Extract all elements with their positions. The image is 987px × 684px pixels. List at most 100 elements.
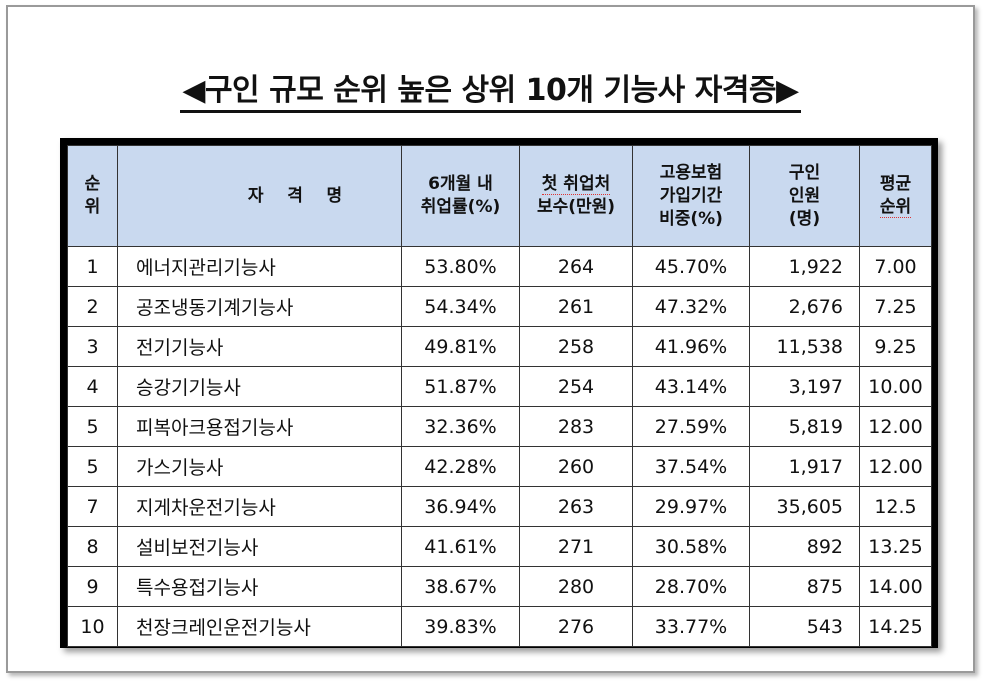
cell-employment: 42.28% xyxy=(401,446,520,487)
cell-rank: 4 xyxy=(67,366,118,407)
cell-name: 가스기능사 xyxy=(117,446,402,487)
header-insurance: 고용보험 가입기간 비중(%) xyxy=(632,145,750,247)
cell-openings: 543 xyxy=(749,606,860,647)
table-body: 1 에너지관리기능사 53.80% 264 45.70% 1,922 7.00 … xyxy=(67,246,932,647)
header-insurance-line: 고용보험 xyxy=(659,162,723,183)
cell-insurance: 29.97% xyxy=(632,486,750,527)
header-avg-rank-line: 평균 xyxy=(879,174,912,194)
cell-insurance: 47.32% xyxy=(632,286,750,327)
cell-openings: 892 xyxy=(749,526,860,567)
cell-employment: 36.94% xyxy=(401,486,520,527)
cell-openings: 2,676 xyxy=(749,286,860,327)
cell-insurance: 37.54% xyxy=(632,446,750,487)
table-row: 5 가스기능사 42.28% 260 37.54% 1,917 12.00 xyxy=(67,446,932,487)
cell-avg-rank: 7.00 xyxy=(859,246,932,287)
header-avg-rank-line: 순위 xyxy=(860,196,931,219)
cell-salary: 264 xyxy=(519,246,633,287)
table-row: 8 설비보전기능사 41.61% 271 30.58% 892 13.25 xyxy=(67,526,932,567)
cell-insurance: 43.14% xyxy=(632,366,750,407)
cell-rank: 1 xyxy=(67,246,118,287)
cell-salary: 261 xyxy=(519,286,633,327)
cell-openings: 875 xyxy=(749,566,860,607)
cell-name: 승강기기능사 xyxy=(117,366,402,407)
cell-rank: 7 xyxy=(67,486,118,527)
header-salary-text: 첫 취업처 xyxy=(541,174,611,195)
cell-insurance: 33.77% xyxy=(632,606,750,647)
cell-name: 설비보전기능사 xyxy=(117,526,402,567)
cell-salary: 271 xyxy=(519,526,633,567)
cell-salary: 276 xyxy=(519,606,633,647)
slide-frame: ◀구인 규모 순위 높은 상위 10개 기능사 자격증▶ 순 위 xyxy=(6,5,975,673)
cell-salary: 260 xyxy=(519,446,633,487)
cell-avg-rank: 12.00 xyxy=(859,446,932,487)
cell-employment: 49.81% xyxy=(401,326,520,367)
header-row: 순 위 자 격 명 6개월 내 취업률(%) 첫 취업처 보수(만원) xyxy=(67,145,932,247)
cell-rank: 5 xyxy=(67,446,118,487)
cell-salary: 258 xyxy=(519,326,633,367)
cell-avg-rank: 7.25 xyxy=(859,286,932,327)
cell-rank: 9 xyxy=(67,566,118,607)
cell-avg-rank: 13.25 xyxy=(859,526,932,567)
header-name: 자 격 명 xyxy=(117,145,402,247)
cell-avg-rank: 10.00 xyxy=(859,366,932,407)
cell-salary: 280 xyxy=(519,566,633,607)
table-row: 9 특수용접기능사 38.67% 280 28.70% 875 14.00 xyxy=(67,566,932,607)
cell-salary: 283 xyxy=(519,406,633,447)
cell-openings: 35,605 xyxy=(749,486,860,527)
cell-insurance: 30.58% xyxy=(632,526,750,567)
cell-employment: 38.67% xyxy=(401,566,520,607)
table-row: 7 지게차운전기능사 36.94% 263 29.97% 35,605 12.5 xyxy=(67,486,932,527)
cell-employment: 53.80% xyxy=(401,246,520,287)
header-employment-line: 취업률(%) xyxy=(420,197,501,217)
table-row: 1 에너지관리기능사 53.80% 264 45.70% 1,922 7.00 xyxy=(67,246,932,287)
header-insurance-line: 비중(%) xyxy=(659,208,723,229)
cell-employment: 41.61% xyxy=(401,526,520,567)
header-openings-line: 구인 xyxy=(788,162,821,183)
table-row: 3 전기기능사 49.81% 258 41.96% 11,538 9.25 xyxy=(67,326,932,367)
cell-avg-rank: 14.25 xyxy=(859,606,932,647)
header-salary-line: 첫 취업처 xyxy=(520,173,632,196)
cell-salary: 263 xyxy=(519,486,633,527)
cell-openings: 1,917 xyxy=(749,446,860,487)
cell-name: 천장크레인운전기능사 xyxy=(117,606,402,647)
cell-salary: 254 xyxy=(519,366,633,407)
cell-rank: 3 xyxy=(67,326,118,367)
cell-avg-rank: 12.00 xyxy=(859,406,932,447)
page-title: ◀구인 규모 순위 높은 상위 10개 기능사 자격증▶ xyxy=(8,65,973,113)
header-rank-line: 위 xyxy=(84,197,101,217)
header-insurance-line: 가입기간 xyxy=(659,185,723,206)
header-name-text: 자 격 명 xyxy=(247,185,343,206)
cell-name: 피복아크용접기능사 xyxy=(117,406,402,447)
cell-rank: 8 xyxy=(67,526,118,567)
cell-insurance: 41.96% xyxy=(632,326,750,367)
cell-openings: 1,922 xyxy=(749,246,860,287)
cell-avg-rank: 12.5 xyxy=(859,486,932,527)
header-rank: 순 위 xyxy=(67,145,118,247)
header-rank-line: 순 xyxy=(84,174,101,194)
cell-name: 에너지관리기능사 xyxy=(117,246,402,287)
cell-insurance: 28.70% xyxy=(632,566,750,607)
cell-rank: 2 xyxy=(67,286,118,327)
header-avg-rank: 평균 순위 xyxy=(859,145,932,247)
cell-employment: 54.34% xyxy=(401,286,520,327)
table-row: 5 피복아크용접기능사 32.36% 283 27.59% 5,819 12.0… xyxy=(67,406,932,447)
cell-rank: 5 xyxy=(67,406,118,447)
header-avg-rank-text: 순위 xyxy=(879,197,912,218)
certification-table: 순 위 자 격 명 6개월 내 취업률(%) 첫 취업처 보수(만원) xyxy=(67,145,932,647)
table-row: 2 공조냉동기계기능사 54.34% 261 47.32% 2,676 7.25 xyxy=(67,286,932,327)
cell-employment: 51.87% xyxy=(401,366,520,407)
cell-openings: 3,197 xyxy=(749,366,860,407)
table-row: 10 천장크레인운전기능사 39.83% 276 33.77% 543 14.2… xyxy=(67,606,932,647)
cell-avg-rank: 9.25 xyxy=(859,326,932,367)
cell-employment: 39.83% xyxy=(401,606,520,647)
cell-rank: 10 xyxy=(67,606,118,647)
table-header: 순 위 자 격 명 6개월 내 취업률(%) 첫 취업처 보수(만원) xyxy=(67,145,932,247)
header-openings-line: 인원 xyxy=(788,185,821,206)
cell-employment: 32.36% xyxy=(401,406,520,447)
table-container: 순 위 자 격 명 6개월 내 취업률(%) 첫 취업처 보수(만원) xyxy=(60,138,938,648)
header-salary: 첫 취업처 보수(만원) xyxy=(519,145,633,247)
cell-name: 공조냉동기계기능사 xyxy=(117,286,402,327)
cell-insurance: 45.70% xyxy=(632,246,750,287)
cell-insurance: 27.59% xyxy=(632,406,750,447)
header-employment-line: 6개월 내 xyxy=(428,174,493,194)
